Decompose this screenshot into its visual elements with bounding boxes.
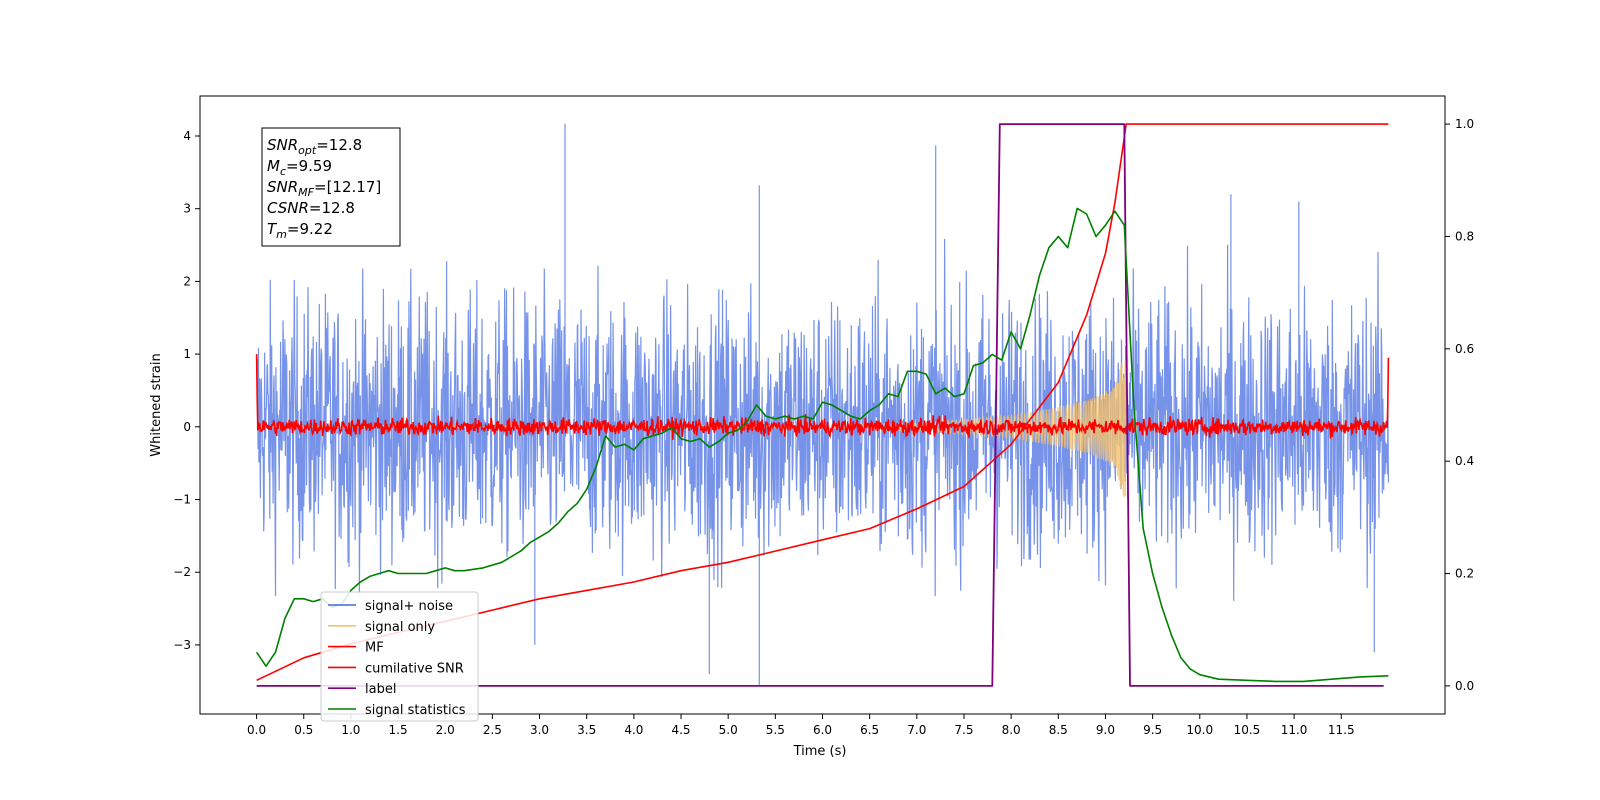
y2-tick-label: 0.4 [1455, 454, 1474, 468]
x-tick-label: 1.0 [341, 723, 360, 737]
legend-label: signal+ noise [365, 599, 453, 614]
legend: signal+ noise signal only MF cumilative SNR… [320, 591, 479, 722]
series-mf [255, 354, 1390, 440]
x-tick-label: 5.0 [719, 723, 738, 737]
y-axis-label: Whitened strain [149, 353, 164, 456]
y2-tick-label: 0.6 [1455, 342, 1474, 356]
series-signal-statistics [255, 207, 1389, 683]
x-tick-label: 1.5 [389, 723, 408, 737]
y2-tick-label: 0.2 [1455, 567, 1474, 581]
x-tick-label: 10.5 [1234, 723, 1261, 737]
x-tick-label: 9.5 [1143, 723, 1162, 737]
legend-label: cumilative SNR [365, 661, 464, 676]
legend-label: MF [365, 641, 384, 656]
annotation-line: SNRopt=12.8 [267, 136, 362, 157]
x-tick-label: 5.5 [766, 723, 785, 737]
y-tick-label: 1 [183, 347, 191, 361]
annotation-box: SNRopt=12.8Mc=9.59SNRMF=[12.17]CSNR=12.8… [261, 127, 401, 247]
x-tick-label: 2.5 [483, 723, 502, 737]
x-tick-label: 2.0 [436, 723, 455, 737]
x-tick-label: 0.5 [294, 723, 313, 737]
x-tick-label: 7.5 [954, 723, 973, 737]
y-tick-label: 0 [183, 420, 191, 434]
x-tick-label: 11.0 [1281, 723, 1308, 737]
x-tick-label: 6.0 [813, 723, 832, 737]
y2-tick-label: 0.0 [1455, 679, 1474, 693]
x-tick-label: 0.0 [247, 723, 266, 737]
y2-tick-label: 0.8 [1455, 229, 1474, 243]
annotation-line: Mc=9.59 [267, 157, 332, 178]
x-tick-label: 8.5 [1049, 723, 1068, 737]
x-axis-label: Time (s) [793, 744, 847, 759]
y-tick-label: −1 [173, 493, 191, 507]
x-tick-label: 9.0 [1096, 723, 1115, 737]
y-tick-label: 3 [183, 202, 191, 216]
x-tick-label: 11.5 [1328, 723, 1355, 737]
y-tick-label: −2 [173, 565, 191, 579]
x-tick-label: 7.0 [907, 723, 926, 737]
legend-label: label [365, 682, 396, 697]
x-tick-label: 6.5 [860, 723, 879, 737]
y-tick-label: 4 [183, 129, 191, 143]
y-tick-label: 2 [183, 274, 191, 288]
annotation-line: CSNR=12.8 [267, 199, 355, 217]
x-tick-label: 4.5 [671, 723, 690, 737]
y-tick-label: −3 [173, 638, 191, 652]
legend-frame [320, 591, 479, 722]
x-axis: 0.0 0.5 1.0 1.5 2.0 2.5 3.0 3.5 4.0 4.5 5.0 5.5 6.0 6… [247, 714, 1355, 737]
x-tick-label: 4.0 [624, 723, 643, 737]
series-label [256, 123, 1384, 687]
y-axis-left: −3 −2 −1 0 1 2 3 4 [173, 129, 200, 652]
legend-label: signal statistics [365, 703, 466, 718]
annotation-line: Tm=9.22 [267, 220, 333, 241]
annotation-frame [261, 127, 401, 247]
x-tick-label: 10.0 [1186, 723, 1213, 737]
y-axis-right: 0.0 0.2 0.4 0.6 0.8 1.0 [1445, 117, 1474, 693]
x-tick-label: 8.0 [1002, 723, 1021, 737]
x-tick-label: 3.0 [530, 723, 549, 737]
annotation-line: SNRMF=[12.17] [267, 178, 381, 199]
x-tick-label: 3.5 [577, 723, 596, 737]
y2-tick-label: 1.0 [1455, 117, 1474, 131]
legend-label: signal only [365, 620, 435, 635]
